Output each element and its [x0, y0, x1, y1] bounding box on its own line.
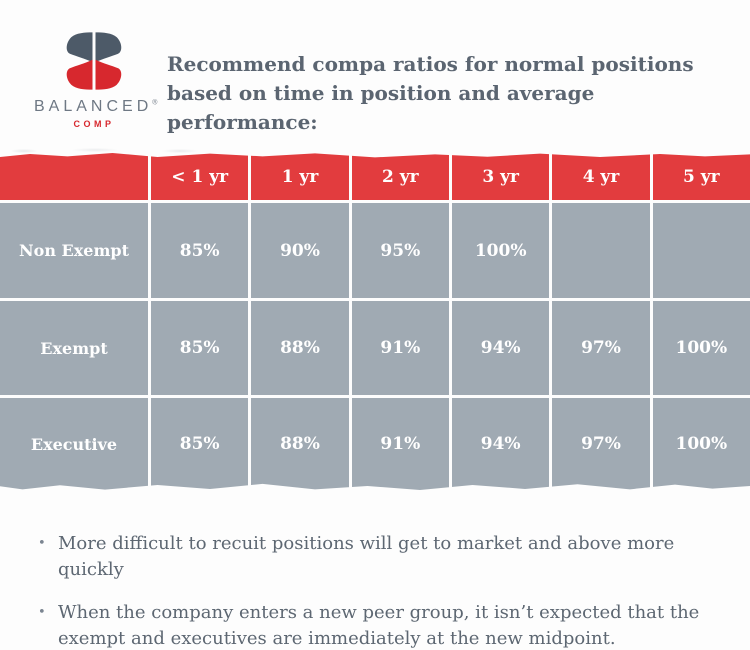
value-cell [552, 203, 650, 298]
header-cell-1yr: 1 yr [251, 153, 349, 200]
paint-texture [0, 146, 260, 154]
compa-ratio-table: < 1 yr 1 yr 2 yr 3 yr 4 yr 5 yr Non Exem… [0, 153, 750, 490]
butterfly-logo-icon [66, 32, 122, 90]
value-cell: 85% [151, 203, 249, 298]
note-1-line-1: More difficult to recuit positions will … [58, 533, 675, 580]
row-label-executive: Executive [0, 398, 148, 490]
value-cell: 91% [351, 301, 449, 395]
value-cell: 97% [552, 398, 650, 490]
bullet-icon: • [38, 605, 46, 620]
value-cell: 100% [652, 398, 750, 490]
value-cell: 88% [251, 398, 349, 490]
value-cell [652, 203, 750, 298]
note-text: More difficult to recuit positions will … [58, 531, 728, 583]
value-cell: 100% [652, 301, 750, 395]
value-cell: 90% [251, 203, 349, 298]
value-cell: 88% [251, 301, 349, 395]
balancedcomp-logo: BALANCED® COMP [34, 30, 158, 129]
note-2-line-1: When the company enters a new peer group… [58, 602, 700, 623]
header-cell-4yr: 4 yr [552, 153, 650, 200]
value-cell: 85% [151, 301, 249, 395]
value-cell: 94% [452, 301, 550, 395]
note-2-line-2: exempt and executives are immediately at… [58, 628, 616, 649]
value-cell: 97% [552, 301, 650, 395]
footnotes: • More difficult to recuit positions wil… [38, 531, 728, 650]
bullet-icon: • [38, 536, 46, 551]
value-cell: 100% [452, 203, 550, 298]
header-cell-3yr: 3 yr [452, 153, 550, 200]
header-cell-2yr: 2 yr [351, 153, 449, 200]
title-line-2: based on time in position and average pe… [167, 81, 595, 134]
row-label-non-exempt: Non Exempt [0, 203, 148, 298]
header-cell-lt1yr: < 1 yr [151, 153, 249, 200]
page-title: Recommend compa ratios for normal positi… [167, 50, 727, 137]
registered-mark: ® [152, 99, 158, 107]
value-cell: 91% [351, 398, 449, 490]
row-label-exempt: Exempt [0, 301, 148, 395]
logo-sub-text: COMP [73, 119, 115, 129]
header-cell-5yr: 5 yr [652, 153, 750, 200]
header-corner-cell [0, 153, 148, 200]
note-item-1: • More difficult to recuit positions wil… [38, 531, 728, 583]
logo-brand-text: BALANCED [34, 98, 153, 115]
value-cell: 95% [351, 203, 449, 298]
title-line-1: Recommend compa ratios for normal positi… [167, 52, 694, 76]
value-cell: 85% [151, 398, 249, 490]
note-item-2: • When the company enters a new peer gro… [38, 600, 728, 650]
value-cell: 94% [452, 398, 550, 490]
logo-wordmark: BALANCED® [34, 98, 158, 116]
note-text: When the company enters a new peer group… [58, 600, 699, 650]
